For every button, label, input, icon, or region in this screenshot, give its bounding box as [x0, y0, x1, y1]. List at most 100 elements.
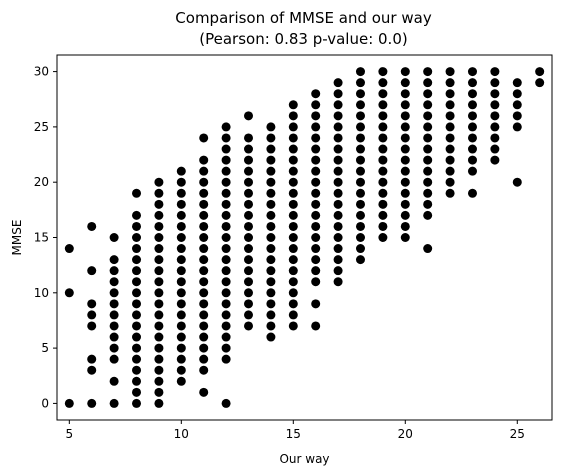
scatter-point [311, 133, 321, 143]
y-tick-label: 25 [34, 120, 49, 134]
scatter-point [266, 210, 276, 220]
scatter-point [333, 255, 343, 265]
scatter-point [154, 332, 164, 342]
scatter-point [378, 155, 388, 165]
scatter-points [64, 67, 545, 408]
scatter-point [221, 233, 231, 242]
scatter-point [109, 332, 119, 342]
scatter-point [154, 288, 164, 298]
scatter-point [176, 221, 186, 231]
scatter-point [176, 321, 186, 331]
scatter-point [490, 78, 500, 88]
scatter-point [199, 177, 209, 187]
scatter-point [87, 365, 97, 375]
scatter-point [355, 244, 365, 254]
scatter-point [266, 122, 276, 132]
scatter-point [311, 233, 321, 242]
scatter-point [154, 210, 164, 220]
scatter-point [333, 221, 343, 231]
scatter-point [423, 89, 433, 99]
scatter-point [199, 199, 209, 209]
scatter-point [288, 177, 298, 187]
scatter-point [288, 244, 298, 254]
scatter-point [423, 78, 433, 88]
scatter-point [221, 255, 231, 265]
scatter-point [199, 365, 209, 375]
scatter-point [535, 67, 545, 77]
scatter-point [199, 277, 209, 287]
scatter-point [423, 100, 433, 110]
scatter-point [288, 255, 298, 265]
scatter-point [176, 255, 186, 265]
scatter-point [288, 166, 298, 176]
scatter-point [266, 233, 276, 242]
scatter-point [199, 233, 209, 242]
scatter-point [467, 155, 477, 165]
scatter-point [221, 332, 231, 342]
scatter-point [333, 100, 343, 110]
scatter-point [423, 210, 433, 220]
scatter-point [467, 133, 477, 143]
scatter-point [355, 144, 365, 154]
scatter-point [378, 67, 388, 77]
scatter-point [154, 354, 164, 364]
scatter-point [467, 122, 477, 132]
scatter-point [266, 310, 276, 320]
scatter-point [244, 177, 254, 187]
scatter-point [311, 89, 321, 99]
scatter-point [132, 221, 142, 231]
scatter-point [311, 111, 321, 121]
scatter-point [400, 89, 410, 99]
scatter-point [378, 177, 388, 187]
scatter-point [221, 177, 231, 187]
scatter-point [87, 354, 97, 364]
scatter-point [400, 155, 410, 165]
scatter-point [87, 299, 97, 309]
scatter-point [221, 188, 231, 198]
scatter-point [176, 166, 186, 176]
scatter-point [467, 89, 477, 99]
scatter-point [423, 133, 433, 143]
x-tick-label: 10 [174, 427, 189, 441]
scatter-point [355, 188, 365, 198]
scatter-point [288, 144, 298, 154]
scatter-point [154, 233, 164, 242]
scatter-point [288, 188, 298, 198]
scatter-point [244, 310, 254, 320]
scatter-point [87, 266, 97, 276]
scatter-point [400, 78, 410, 88]
scatter-point [378, 166, 388, 176]
scatter-point [244, 221, 254, 231]
scatter-point [199, 244, 209, 254]
scatter-point [490, 67, 500, 77]
scatter-point [132, 343, 142, 353]
scatter-point [423, 166, 433, 176]
chart-title: Comparison of MMSE and our way [175, 9, 432, 27]
scatter-point [288, 233, 298, 242]
scatter-point [132, 277, 142, 287]
scatter-point [355, 166, 365, 176]
scatter-point [109, 310, 119, 320]
scatter-point [266, 155, 276, 165]
scatter-point [378, 221, 388, 231]
scatter-point [400, 100, 410, 110]
scatter-point [199, 354, 209, 364]
scatter-point [244, 244, 254, 254]
scatter-point [266, 288, 276, 298]
scatter-point [512, 100, 522, 110]
scatter-point [176, 244, 186, 254]
scatter-point [423, 155, 433, 165]
scatter-point [467, 67, 477, 77]
scatter-point [199, 266, 209, 276]
scatter-point [333, 199, 343, 209]
scatter-point [199, 255, 209, 265]
scatter-point [132, 288, 142, 298]
scatter-point [221, 288, 231, 298]
scatter-point [445, 78, 455, 88]
y-tick-label: 15 [34, 231, 49, 245]
scatter-point [132, 255, 142, 265]
scatter-point [400, 133, 410, 143]
scatter-point [333, 177, 343, 187]
scatter-point [512, 122, 522, 132]
